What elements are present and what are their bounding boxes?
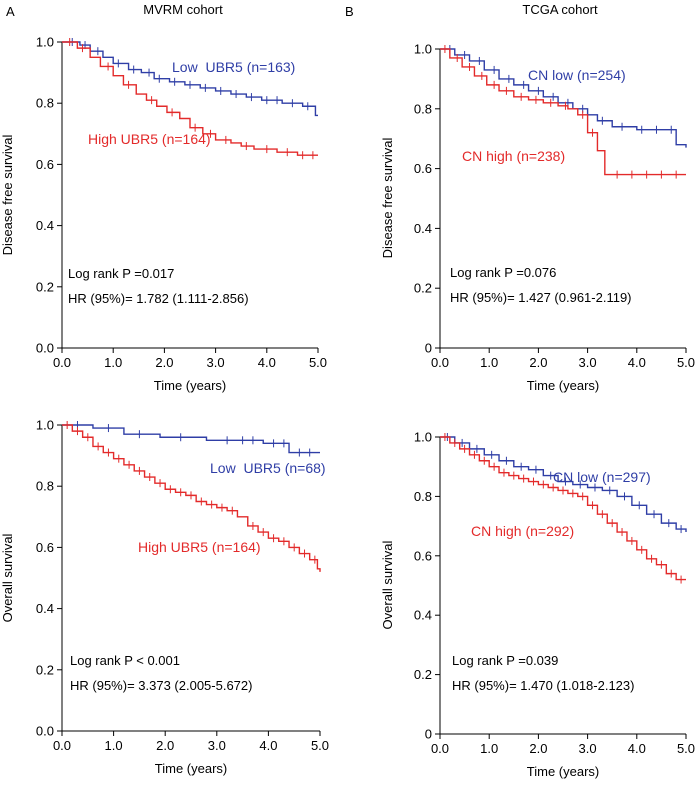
- x-tick-label: 3.0: [207, 355, 225, 370]
- y-tick-label: 1.0: [414, 430, 432, 445]
- series-label-cn-high: CN high (n=238): [462, 148, 565, 164]
- series-label-low: Low UBR5 (n=68): [210, 460, 326, 476]
- y-tick-label: 0.2: [36, 279, 54, 294]
- y-tick-label: 0.4: [36, 218, 54, 233]
- panel-letter-b: B: [345, 4, 354, 19]
- chart-title: TCGA cohort: [522, 2, 598, 17]
- y-tick-label: 0.8: [414, 489, 432, 504]
- y-axis-label: Disease free survival: [380, 138, 395, 259]
- series-label-high: High UBR5 (n=164): [138, 539, 261, 555]
- log-rank-p: Log rank P =0.039: [452, 653, 558, 668]
- y-tick-label: 0.6: [414, 161, 432, 176]
- x-tick-label: 2.0: [529, 741, 547, 756]
- x-tick-label: 2.0: [156, 738, 174, 753]
- chart-title: MVRM cohort: [143, 2, 223, 17]
- y-axis-label: Disease free survival: [0, 135, 15, 256]
- hazard-ratio: HR (95%)= 3.373 (2.005-5.672): [70, 678, 252, 693]
- y-tick-label: 0.4: [36, 601, 54, 616]
- x-tick-label: 0.0: [53, 355, 71, 370]
- y-axis-label: Overall survival: [0, 533, 15, 622]
- x-axis-label: Time (years): [155, 761, 227, 776]
- x-tick-label: 3.0: [208, 738, 226, 753]
- x-tick-label: 4.0: [258, 355, 276, 370]
- y-tick-label: 0.0: [36, 341, 54, 356]
- y-tick-label: 1.0: [36, 35, 54, 50]
- y-tick-label: 1.0: [36, 418, 54, 433]
- x-axis-label: Time (years): [527, 378, 599, 393]
- km-curve-low: [62, 41, 318, 117]
- log-rank-p: Log rank P =0.076: [450, 265, 556, 280]
- x-tick-label: 4.0: [628, 355, 646, 370]
- x-tick-label: 0.0: [431, 355, 449, 370]
- y-tick-label: 0.6: [36, 157, 54, 172]
- plots-group: MVRM cohort 0.0 0.2 0.4 0.6 0.8 1.0 0.0 1.0 2.0 3.…: [0, 2, 695, 779]
- x-tick-label: 1.0: [105, 738, 123, 753]
- y-tick-label: 0: [425, 341, 432, 356]
- y-tick-label: 1.0: [414, 42, 432, 57]
- x-tick-label: 5.0: [677, 355, 695, 370]
- x-tick-label: 3.0: [579, 741, 597, 756]
- x-tick-label: 1.0: [104, 355, 122, 370]
- x-tick-label: 0.0: [53, 738, 71, 753]
- x-tick-label: 2.0: [155, 355, 173, 370]
- y-tick-label: 0: [425, 727, 432, 742]
- x-tick-label: 4.0: [259, 738, 277, 753]
- y-tick-label: 0.2: [36, 662, 54, 677]
- x-tick-label: 0.0: [431, 741, 449, 756]
- series-label-cn-low: CN low (n=297): [553, 469, 651, 485]
- km-plot-2: 0.0 0.2 0.4 0.6 0.8 1.0 0.0 1.0 2.0 3.0 4.0 5.0 Time…: [0, 418, 329, 777]
- x-tick-label: 4.0: [628, 741, 646, 756]
- series-label-cn-high: CN high (n=292): [471, 523, 574, 539]
- x-tick-label: 5.0: [677, 741, 695, 756]
- series-label-low: Low UBR5 (n=163): [172, 59, 295, 75]
- y-axis-label: Overall survival: [380, 540, 395, 629]
- hazard-ratio: HR (95%)= 1.782 (1.111-2.856): [68, 291, 249, 306]
- x-tick-label: 3.0: [579, 355, 597, 370]
- hazard-ratio: HR (95%)= 1.470 (1.018-2.123): [452, 678, 634, 693]
- km-curve-cn-low: [440, 436, 687, 533]
- series-label-high: High UBR5 (n=164): [88, 131, 211, 147]
- km-curve-low: [62, 424, 320, 454]
- y-tick-label: 0.0: [36, 724, 54, 739]
- y-tick-label: 0.4: [414, 221, 432, 236]
- y-tick-label: 0.6: [36, 540, 54, 555]
- km-curve-cn-high: [440, 436, 686, 581]
- log-rank-p: Log rank P =0.017: [68, 266, 174, 281]
- km-curve-high: [62, 41, 318, 156]
- series-label-cn-low: CN low (n=254): [528, 67, 626, 83]
- x-axis-label: Time (years): [527, 764, 599, 779]
- y-tick-label: 0.8: [36, 96, 54, 111]
- x-tick-label: 2.0: [529, 355, 547, 370]
- panel-letter-a: A: [6, 4, 15, 19]
- x-axis-label: Time (years): [154, 378, 226, 393]
- y-tick-label: 0.6: [414, 548, 432, 563]
- y-tick-label: 0.2: [414, 281, 432, 296]
- x-tick-label: 5.0: [309, 355, 327, 370]
- km-curve-high: [62, 424, 321, 572]
- km-curve-cn-low: [440, 48, 687, 148]
- y-tick-label: 0.2: [414, 667, 432, 682]
- x-tick-label: 1.0: [480, 741, 498, 756]
- y-tick-label: 0.4: [414, 608, 432, 623]
- y-tick-label: 0.8: [414, 101, 432, 116]
- x-tick-label: 1.0: [480, 355, 498, 370]
- log-rank-p: Log rank P < 0.001: [70, 653, 180, 668]
- km-plot-0: MVRM cohort 0.0 0.2 0.4 0.6 0.8 1.0 0.0 1.0 2.0 3.…: [0, 2, 327, 393]
- y-tick-label: 0.8: [36, 479, 54, 494]
- hazard-ratio: HR (95%)= 1.427 (0.961-2.119): [450, 290, 632, 305]
- km-plot-1: TCGA cohort 0 0.2 0.4 0.6 0.8 1.0 0.0 1.0 2.0 3.0 4…: [380, 2, 695, 393]
- km-plot-3: 0 0.2 0.4 0.6 0.8 1.0 0.0 1.0 2.0 3.0 4.0 5.0 Time (…: [380, 430, 695, 780]
- x-tick-label: 5.0: [311, 738, 329, 753]
